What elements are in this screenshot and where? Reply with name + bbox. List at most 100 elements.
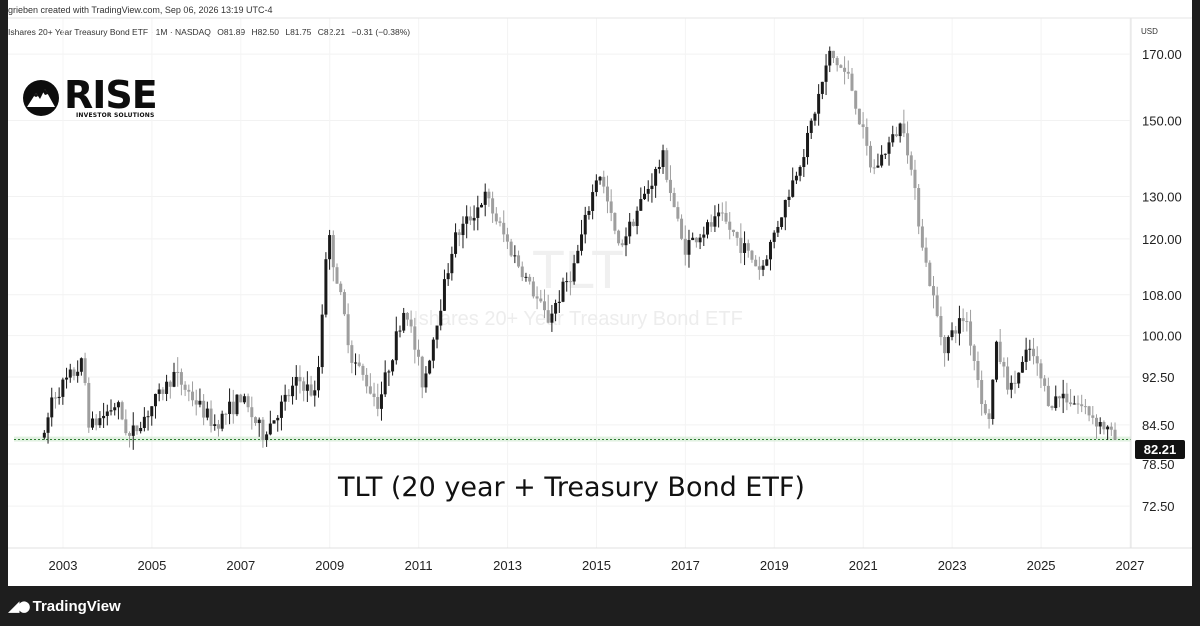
candle-body [998,341,1002,362]
candle [580,219,584,256]
candle [1065,382,1069,411]
candle [950,322,954,341]
price-chart[interactable]: TLT Ishares 20+ Year Treasury Bond ETF 1… [8,0,1192,586]
candle-body [376,397,380,409]
candle-body [409,319,413,327]
candle [65,367,69,389]
candle [428,359,432,375]
candle-body [350,345,354,363]
candle-body [728,221,732,230]
candle [172,362,176,388]
candle [224,412,228,425]
candle [857,108,861,125]
candle-body [1013,382,1017,384]
candle-body [417,349,421,357]
candle [913,159,917,200]
candle-body [42,432,46,438]
candle-body [228,401,232,415]
candle-body [994,341,998,380]
candle [420,355,424,399]
candle-body [1039,363,1043,379]
candle [972,344,976,371]
candle-body [965,321,969,323]
candle [398,325,402,338]
candle [702,226,706,247]
candle-body [931,286,935,296]
candle [717,203,721,228]
candle-body [46,417,50,433]
candle-body [809,120,813,133]
candle-body [1020,361,1024,373]
candle-body [698,237,702,243]
candle-body [980,380,984,405]
candle [931,276,935,309]
candle-body [983,404,987,414]
rise-logo: RISE INVESTOR SOLUTIONS [22,73,172,123]
candle [431,337,435,369]
candle [279,395,283,431]
candle [672,187,676,208]
candle-body [887,142,891,154]
candle-body [61,379,65,397]
candle [1109,422,1113,436]
candle-body [428,360,432,374]
candle-body [231,401,235,415]
symbol-title[interactable]: Ishares 20+ Year Treasury Bond ETF · 1M … [8,27,211,37]
candle [405,312,409,326]
candle-body [846,71,850,74]
candle [153,393,157,419]
candle [880,145,884,168]
y-tick-label: 120.00 [1142,232,1182,247]
candle [1080,394,1084,413]
candle-body [168,381,172,387]
candle-body [372,393,376,398]
candle [846,60,850,80]
candle-body [413,326,417,350]
candle [313,380,317,407]
candle-body [1083,406,1087,408]
candle [542,289,546,319]
candle-body [391,360,395,372]
candle-body [224,413,228,415]
mountain-logo-icon [23,80,59,116]
candle-body [557,301,561,303]
candle [183,381,187,397]
candle-body [153,393,157,407]
candle-body [957,318,961,334]
logo-wordmark: RISE [64,73,158,117]
candle [772,230,776,249]
candle [161,387,165,401]
candle-body [309,384,313,396]
candle [783,199,787,231]
tradingview-logo[interactable]: ◢● TradingView [8,597,121,615]
candle [387,369,391,386]
x-tick-label: 2027 [1116,558,1145,573]
candle-body [628,221,632,237]
candle-body [705,222,709,235]
candle [209,400,213,433]
candle-body [268,423,272,435]
candle [242,393,246,405]
candle [320,304,324,374]
candle-body [991,379,995,420]
candle [298,365,302,394]
candle-body [954,330,958,334]
candle [609,189,613,222]
candle [494,207,498,225]
candle [705,219,709,239]
candle [939,306,943,346]
candle-body [205,408,209,418]
candle [98,411,102,428]
candle-body [969,321,973,346]
candle [691,232,695,241]
time-axis: 2003 2005 2007 2009 2011 2013 2015 2017 2019 2021… [49,558,1145,573]
candle-body [472,217,476,221]
candle-body [505,234,509,242]
y-tick-label: 72.50 [1142,499,1175,514]
candle [865,118,869,156]
candle-body [906,133,910,156]
candle-body [602,176,606,187]
candle-body [1069,402,1073,405]
chart-frame: grieben created with TradingView.com, Se… [8,0,1192,626]
candle [50,387,54,427]
